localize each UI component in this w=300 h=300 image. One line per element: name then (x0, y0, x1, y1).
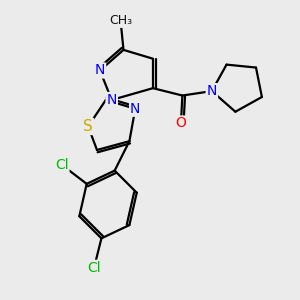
Text: N: N (106, 93, 117, 107)
Text: O: O (176, 116, 186, 130)
Text: CH₃: CH₃ (109, 14, 132, 27)
Text: Cl: Cl (87, 261, 101, 275)
Text: N: N (130, 102, 140, 116)
Text: S: S (83, 119, 93, 134)
Text: Cl: Cl (55, 158, 68, 172)
Text: N: N (207, 84, 217, 98)
Text: N: N (95, 64, 105, 77)
